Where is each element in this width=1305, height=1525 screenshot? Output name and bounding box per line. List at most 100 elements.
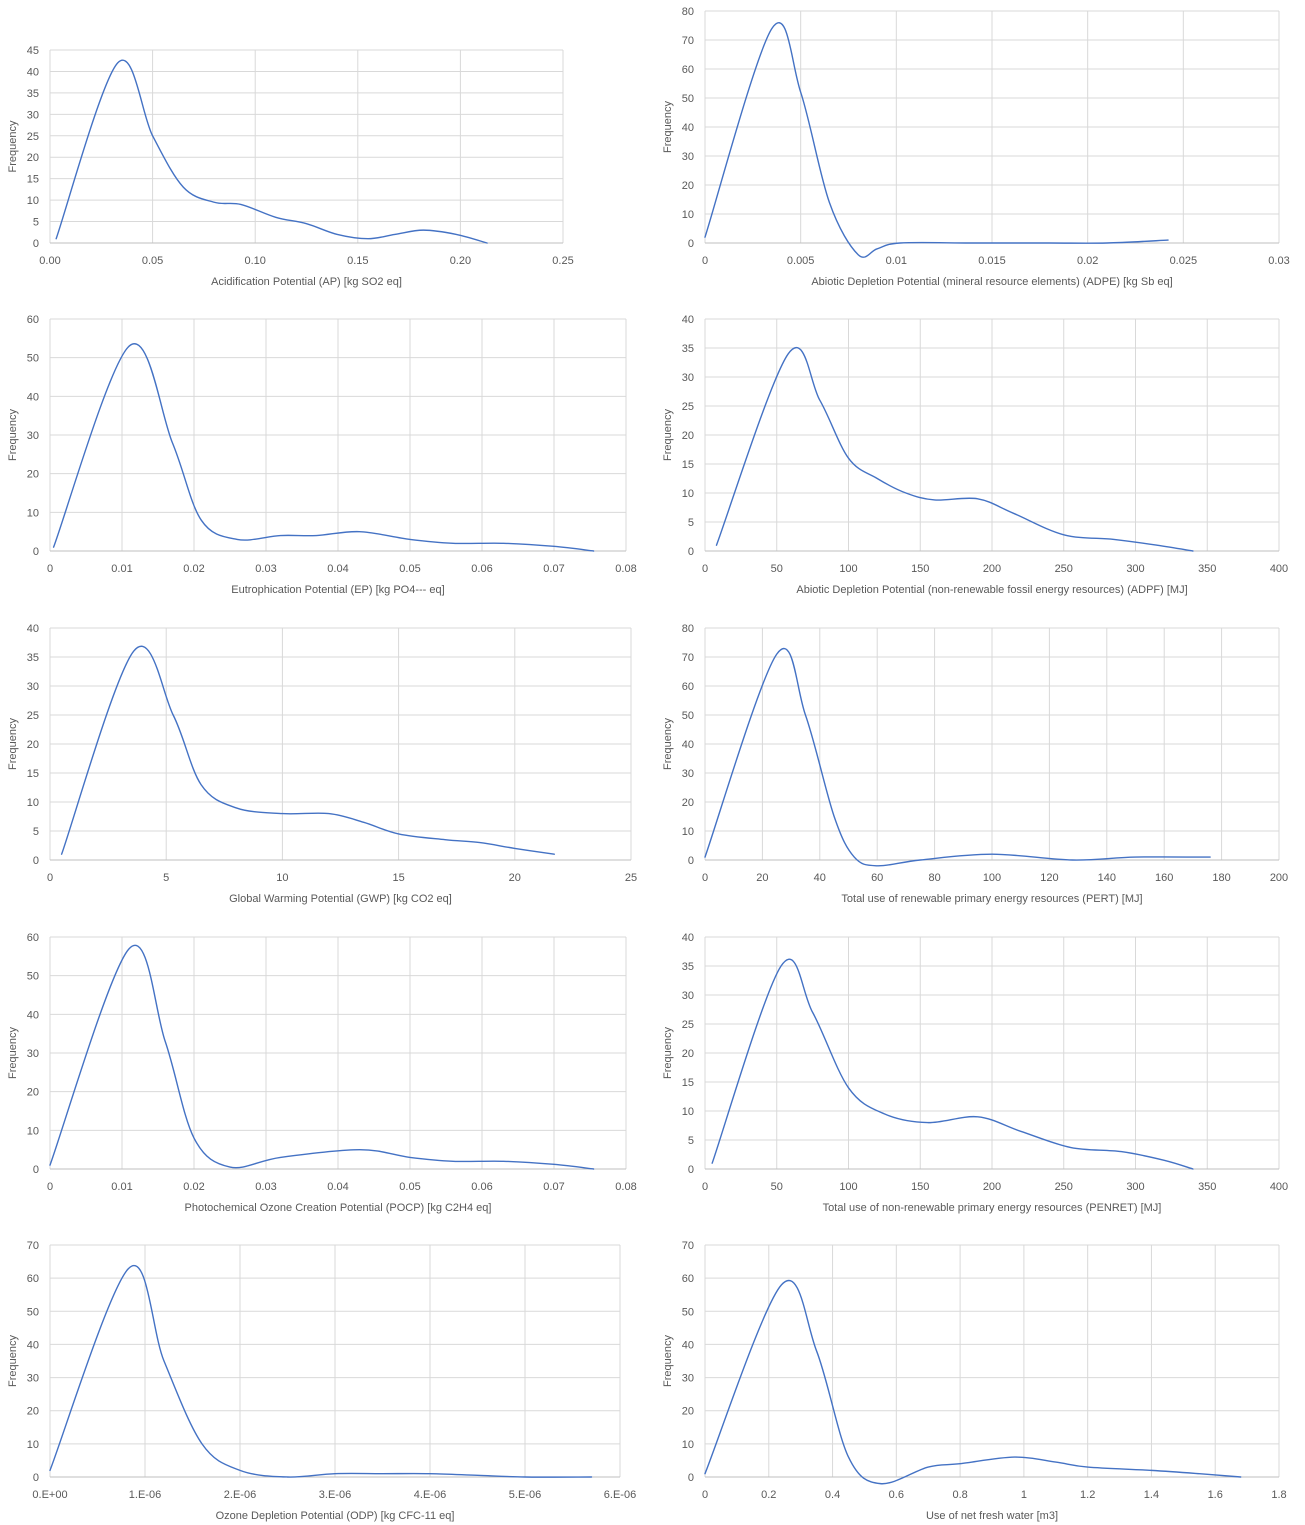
x-tick-label: 50 — [771, 1181, 783, 1193]
y-tick-label: 40 — [682, 1339, 694, 1351]
x-tick-label: 20 — [509, 872, 521, 884]
chart-0: 0 5 10 15 20 25 30 35 40 45 0.00 0.05 0.10 0.15 0.20 0.… — [7, 45, 574, 288]
y-tick-label: 25 — [27, 131, 39, 143]
y-tick-label: 5 — [688, 1135, 694, 1147]
x-tick-label: 0.025 — [1170, 255, 1198, 267]
y-tick-label: 25 — [682, 1019, 694, 1031]
chart-8: 0 10 20 30 40 50 60 70 0.E+00 1.E-06 2.E-06 3.E-06 4… — [7, 1240, 636, 1522]
y-tick-label: 20 — [27, 1406, 39, 1418]
x-tick-label: 1.E-06 — [129, 1489, 161, 1501]
x-tick-label: 100 — [983, 872, 1001, 884]
y-tick-label: 30 — [27, 1373, 39, 1385]
y-tick-label: 10 — [27, 507, 39, 519]
y-tick-label: 50 — [682, 1306, 694, 1318]
y-tick-label: 30 — [27, 1048, 39, 1060]
x-tick-label: 350 — [1198, 1181, 1216, 1193]
x-tick-label: 0.04 — [327, 563, 348, 575]
x-tick-label: 0.02 — [183, 1181, 204, 1193]
y-tick-label: 35 — [682, 961, 694, 973]
x-tick-label: 100 — [839, 1181, 857, 1193]
x-tick-label: 0 — [702, 1489, 708, 1501]
x-tick-label: 200 — [983, 563, 1001, 575]
y-axis-title: Frequency — [662, 409, 674, 461]
series-line — [60, 645, 556, 855]
y-tick-label: 0 — [688, 1164, 694, 1176]
x-tick-label: 0.00 — [39, 255, 60, 267]
y-tick-label: 20 — [682, 1406, 694, 1418]
y-tick-label: 20 — [27, 739, 39, 751]
y-tick-label: 60 — [27, 314, 39, 326]
x-tick-label: 3.E-06 — [319, 1489, 351, 1501]
y-tick-label: 20 — [27, 152, 39, 164]
y-tick-label: 10 — [682, 488, 694, 500]
y-axis-title: Frequency — [7, 409, 19, 461]
y-tick-label: 50 — [682, 93, 694, 105]
y-tick-label: 20 — [682, 180, 694, 192]
x-tick-label: 25 — [625, 872, 637, 884]
x-tick-label: 2.E-06 — [224, 1489, 256, 1501]
y-tick-label: 70 — [27, 1240, 39, 1252]
x-tick-label: 0 — [47, 563, 53, 575]
x-tick-label: 0 — [47, 1181, 53, 1193]
chart-4: 0 5 10 15 20 25 30 35 40 0 5 10 15 20 25 Global Warming… — [7, 623, 637, 905]
y-axis-title: Frequency — [662, 1027, 674, 1079]
chart-1: 0 10 20 30 40 50 60 70 80 0 0.005 0.01 0.015 0.02 0.02… — [662, 6, 1290, 288]
x-axis-title: Use of net fresh water [m3] — [926, 1510, 1058, 1522]
y-tick-label: 20 — [682, 797, 694, 809]
x-tick-label: 300 — [1126, 1181, 1144, 1193]
x-tick-label: 0.8 — [952, 1489, 967, 1501]
y-tick-label: 0 — [688, 238, 694, 250]
x-tick-label: 0.01 — [111, 1181, 132, 1193]
y-tick-label: 20 — [27, 1087, 39, 1099]
series-line — [52, 343, 595, 552]
y-tick-label: 80 — [682, 6, 694, 18]
y-tick-label: 50 — [27, 353, 39, 365]
x-tick-label: 0.03 — [255, 563, 276, 575]
y-tick-label: 50 — [27, 971, 39, 983]
series-line — [711, 958, 1194, 1170]
x-tick-label: 100 — [839, 563, 857, 575]
chart-6: 0 10 20 30 40 50 60 0 0.01 0.02 0.03 0.04 0.05 0.06 0.… — [7, 932, 637, 1214]
y-tick-label: 70 — [682, 1240, 694, 1252]
y-tick-label: 30 — [27, 430, 39, 442]
x-tick-label: 1.8 — [1271, 1489, 1286, 1501]
y-tick-label: 60 — [682, 1273, 694, 1285]
y-tick-label: 0 — [33, 1164, 39, 1176]
y-axis-title: Frequency — [7, 1335, 19, 1387]
x-tick-label: 6.E-06 — [604, 1489, 636, 1501]
series-line — [704, 1280, 1242, 1485]
y-tick-label: 25 — [682, 401, 694, 413]
x-tick-label: 140 — [1098, 872, 1116, 884]
x-tick-label: 0.4 — [825, 1489, 840, 1501]
x-tick-label: 0.06 — [471, 563, 492, 575]
x-axis-title: Photochemical Ozone Creation Potential (… — [185, 1202, 492, 1214]
x-tick-label: 15 — [392, 872, 404, 884]
y-axis-title: Frequency — [662, 718, 674, 770]
x-tick-label: 1 — [1021, 1489, 1027, 1501]
x-tick-label: 0.03 — [255, 1181, 276, 1193]
x-tick-label: 0.05 — [399, 563, 420, 575]
x-tick-label: 350 — [1198, 563, 1216, 575]
y-tick-label: 60 — [682, 681, 694, 693]
x-tick-label: 80 — [928, 872, 940, 884]
x-tick-label: 40 — [814, 872, 826, 884]
y-tick-label: 15 — [682, 459, 694, 471]
x-tick-label: 0.07 — [543, 563, 564, 575]
y-tick-label: 20 — [682, 430, 694, 442]
x-tick-label: 1.2 — [1080, 1489, 1095, 1501]
series-line — [715, 346, 1194, 552]
y-tick-label: 15 — [27, 768, 39, 780]
x-tick-label: 0.07 — [543, 1181, 564, 1193]
y-tick-label: 5 — [33, 826, 39, 838]
y-tick-label: 30 — [682, 372, 694, 384]
y-tick-label: 30 — [682, 151, 694, 163]
y-tick-label: 5 — [33, 217, 39, 229]
y-tick-label: 40 — [27, 623, 39, 635]
y-tick-label: 20 — [682, 1048, 694, 1060]
y-tick-label: 40 — [27, 1009, 39, 1021]
y-tick-label: 0 — [688, 855, 694, 867]
x-tick-label: 0.015 — [978, 255, 1006, 267]
chart-2: 0 10 20 30 40 50 60 0 0.01 0.02 0.03 0.04 0.05 0.06 0.… — [7, 314, 637, 596]
x-tick-label: 1.4 — [1144, 1489, 1159, 1501]
y-tick-label: 0 — [33, 238, 39, 250]
